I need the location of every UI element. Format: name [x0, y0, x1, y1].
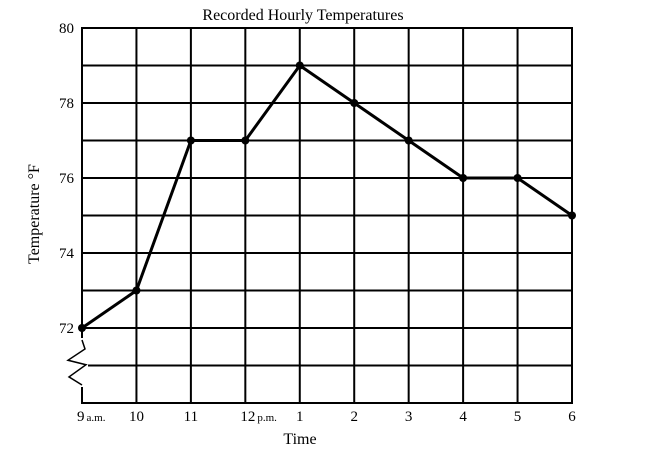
data-point: [132, 286, 141, 295]
data-point: [78, 324, 86, 332]
x-tick-label: 5: [514, 409, 522, 425]
x-tick-label: 4: [459, 409, 467, 425]
x-tick-label: 11: [184, 409, 198, 425]
axis-break-mask: [76, 338, 88, 387]
y-tick-label: 78: [59, 96, 74, 112]
x-tick-label: 6: [568, 409, 576, 425]
data-points: [78, 61, 576, 332]
y-tick-label: 74: [59, 246, 75, 262]
x-tick-label: 2: [350, 409, 358, 425]
y-axis-label: Temperature °F: [26, 164, 43, 264]
data-point: [350, 99, 359, 107]
x-tick-label: 1: [296, 409, 304, 425]
y-tick-label: 72: [59, 321, 74, 337]
series-line: [81, 64, 573, 330]
x-tick-label: 9 a.m.: [77, 409, 106, 425]
axis-break: [66, 338, 88, 387]
data-point: [404, 136, 413, 145]
axis-break-zigzag: [66, 339, 88, 386]
series-line-0: [81, 64, 573, 330]
data-point: [459, 174, 468, 182]
y-tick-label: 76: [59, 171, 75, 187]
x-tick-labels: 9 a.m. 10 11 12 p.m. 1 2 3 4 5 6: [77, 409, 576, 425]
data-point: [186, 136, 195, 145]
data-point: [295, 61, 304, 70]
data-point: [241, 136, 250, 145]
y-tick-label: 80: [59, 21, 74, 37]
x-tick-label: 10: [129, 409, 144, 425]
data-point: [568, 211, 576, 220]
chart-title: Recorded Hourly Temperatures: [202, 7, 403, 24]
x-tick-label: 3: [405, 409, 413, 425]
x-tick-label: 12 p.m.: [240, 409, 277, 425]
x-axis-label: Time: [283, 431, 316, 448]
data-point: [513, 174, 522, 182]
y-tick-labels: 72 74 76 78 80: [59, 21, 75, 337]
